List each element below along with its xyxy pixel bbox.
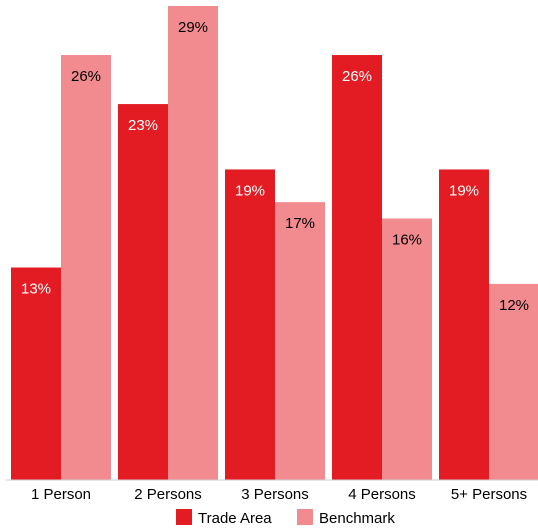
bar-benchmark-2 bbox=[168, 6, 218, 480]
x-tick-labels-group: 1 Person 2 Persons 3 Persons 4 Persons 5+ Pe… bbox=[31, 486, 527, 503]
legend-swatch-benchmark bbox=[297, 509, 313, 525]
bar-trade-area-5 bbox=[439, 169, 489, 480]
bar-trade-area-3 bbox=[225, 169, 275, 480]
bars-group bbox=[11, 6, 538, 480]
bar-benchmark-1 bbox=[61, 55, 111, 480]
bar-trade-area-1 bbox=[11, 267, 61, 480]
data-label-trade-area-5: 19% bbox=[449, 182, 479, 199]
data-label-benchmark-3: 17% bbox=[285, 215, 315, 232]
x-tick-label-5: 5+ Persons bbox=[451, 486, 527, 503]
bar-benchmark-5 bbox=[489, 283, 538, 480]
data-label-benchmark-4: 16% bbox=[392, 231, 422, 248]
legend-label-trade-area: Trade Area bbox=[198, 510, 272, 527]
data-label-benchmark-1: 26% bbox=[71, 68, 101, 85]
x-tick-label-4: 4 Persons bbox=[348, 486, 416, 503]
x-tick-label-1: 1 Person bbox=[31, 486, 91, 503]
bar-trade-area-2 bbox=[118, 104, 168, 480]
legend-swatch-trade-area bbox=[176, 509, 192, 525]
x-tick-label-3: 3 Persons bbox=[241, 486, 309, 503]
bar-benchmark-3 bbox=[275, 202, 325, 480]
value-labels-group: 13% 26% 23% 29% 19% 17% 26% 16% 19% 12% bbox=[21, 19, 529, 314]
data-label-trade-area-1: 13% bbox=[21, 281, 51, 298]
legend: Trade Area Benchmark bbox=[176, 509, 395, 527]
data-label-benchmark-2: 29% bbox=[178, 19, 208, 36]
x-tick-label-2: 2 Persons bbox=[134, 486, 202, 503]
bar-trade-area-4 bbox=[332, 55, 382, 480]
legend-label-benchmark: Benchmark bbox=[319, 510, 395, 527]
data-label-trade-area-2: 23% bbox=[128, 117, 158, 134]
data-label-trade-area-3: 19% bbox=[235, 182, 265, 199]
bar-benchmark-4 bbox=[382, 218, 432, 480]
data-label-benchmark-5: 12% bbox=[499, 297, 529, 314]
data-label-trade-area-4: 26% bbox=[342, 68, 372, 85]
